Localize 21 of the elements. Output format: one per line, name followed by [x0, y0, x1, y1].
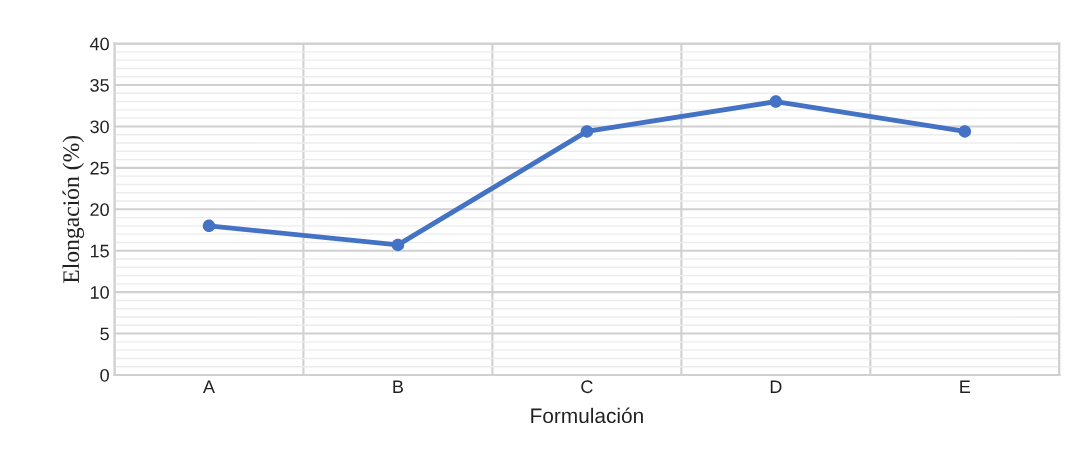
point	[391, 238, 405, 252]
x-axis-title: Formulación	[531, 407, 643, 424]
x-tick-label: D	[770, 380, 782, 393]
point	[580, 125, 594, 138]
point	[202, 219, 216, 233]
y-tick-label: 35	[90, 78, 109, 92]
y-axis-title: Elongación (%)	[62, 135, 84, 284]
x-tick-label: C	[581, 380, 593, 394]
y-tick-label: 30	[90, 120, 109, 134]
y-tick-label: 10	[90, 286, 109, 299]
point	[958, 125, 972, 138]
y-tick-label: 40	[89, 37, 109, 51]
y-tick-label: 25	[90, 161, 109, 175]
x-tick-label: E	[960, 380, 971, 393]
x-tick-label: B	[393, 380, 403, 393]
y-tick-label: 20	[90, 203, 109, 217]
x-tick-label: A	[202, 380, 215, 393]
y-tick-label: 5	[100, 327, 109, 341]
y-tick-label: 15	[90, 244, 109, 258]
point	[769, 95, 783, 108]
y-tick-label: 0	[100, 368, 109, 382]
